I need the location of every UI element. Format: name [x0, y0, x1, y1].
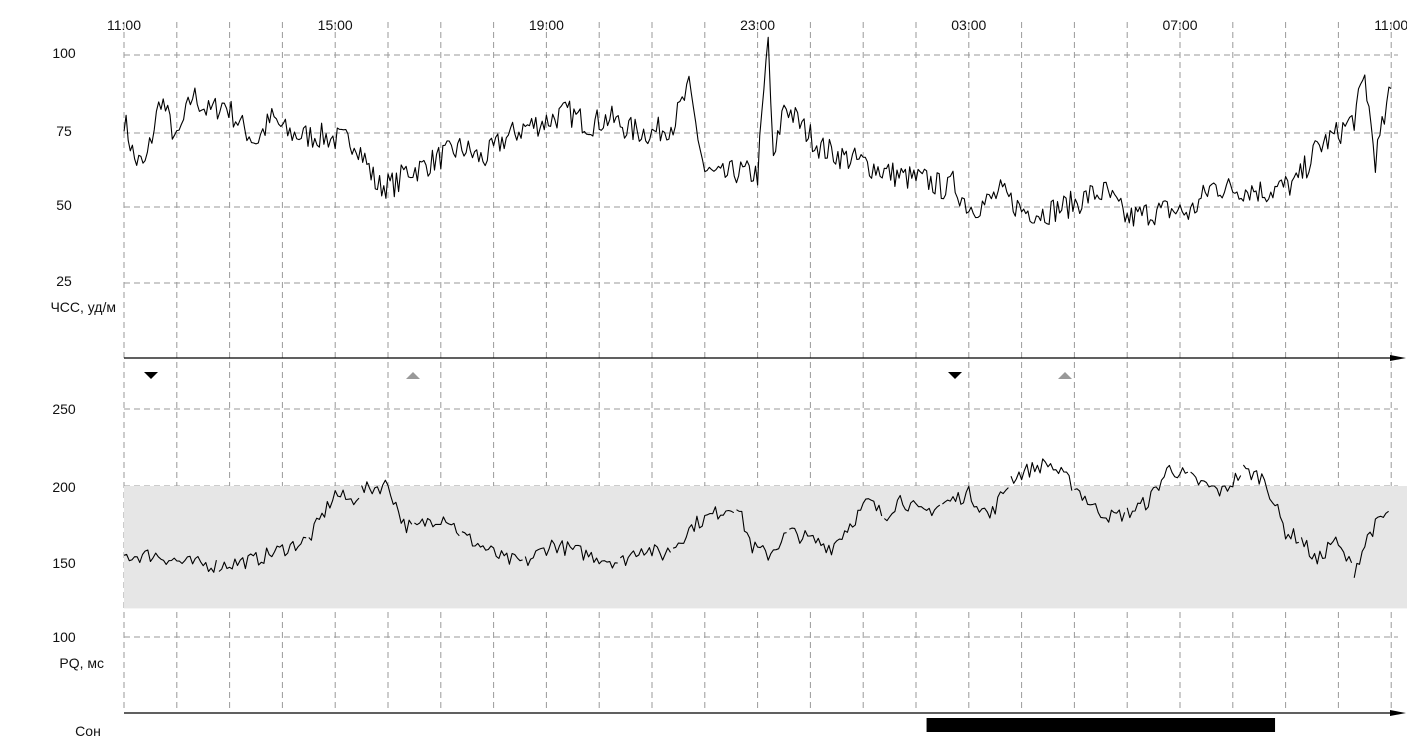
marker-up-icon: [1058, 372, 1072, 379]
heart-rate-tick-label: 25: [56, 273, 72, 289]
time-axis: 11:00 15:00 19:00 23:00 03:00 07:00 11:00: [107, 17, 1407, 33]
pq-tick-label: 250: [52, 401, 76, 417]
marker-down-icon: [948, 372, 962, 379]
pq-normal-band: [124, 486, 1407, 609]
heart-rate-tick-label: 75: [56, 123, 72, 139]
pq-axis: 250 200 150 100: [52, 401, 76, 645]
pq-tick-label: 150: [52, 555, 76, 571]
panel-divider-top-arrow: [1390, 355, 1406, 361]
heart-rate-line: [123, 36, 1392, 227]
heart-rate-axis: 100 75 50 25: [52, 45, 76, 289]
panel-divider-bottom-arrow: [1390, 710, 1406, 716]
pq-axis-label: PQ, мс: [59, 655, 104, 671]
time-tick-label: 19:00: [529, 17, 564, 33]
pq-tick-label: 100: [52, 629, 76, 645]
pq-tick-label: 200: [52, 479, 76, 495]
time-tick-label: 15:00: [318, 17, 353, 33]
heart-rate-tick-label: 100: [52, 45, 76, 61]
time-tick-label: 03:00: [951, 17, 986, 33]
marker-up-icon: [406, 372, 420, 379]
heart-rate-axis-label: ЧСС, уд/м: [50, 299, 116, 315]
pq-interval-points: [123, 458, 1389, 578]
time-tick-label: 23:00: [740, 17, 775, 33]
sleep-label: Сон: [75, 723, 101, 739]
sleep-bar: [926, 718, 1276, 732]
heart-rate-tick-label: 50: [56, 197, 72, 213]
time-tick-label: 07:00: [1162, 17, 1197, 33]
time-tick-label: 11:00: [1374, 17, 1407, 33]
time-tick-label: 11:00: [107, 17, 141, 33]
marker-down-icon: [144, 372, 158, 379]
event-markers: [144, 372, 1072, 379]
